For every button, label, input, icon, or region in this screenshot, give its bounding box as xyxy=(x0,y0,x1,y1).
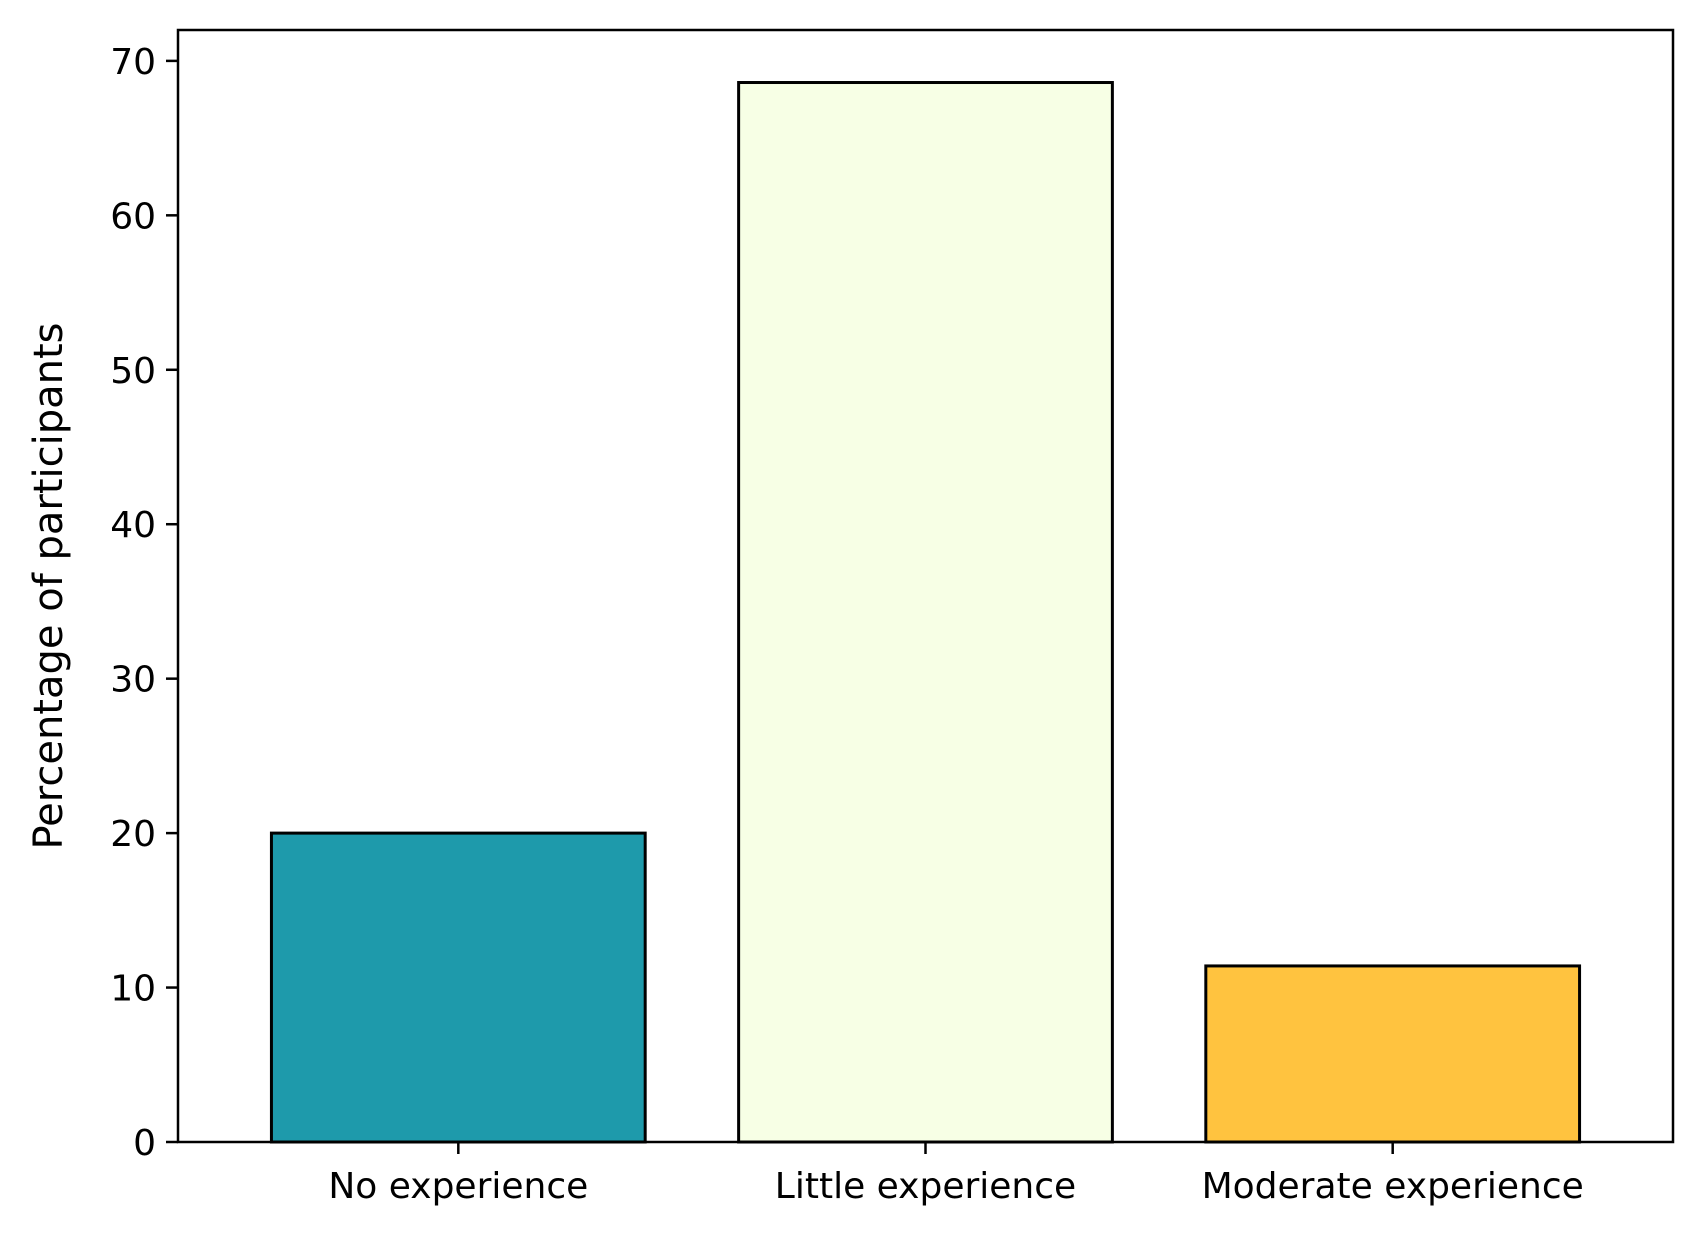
x-tick-label: Moderate experience xyxy=(1202,1166,1584,1207)
y-axis-title: Percentage of participants xyxy=(26,322,72,849)
y-axis: 0 10 20 30 40 50 60 70 xyxy=(110,42,178,1164)
plot-frame xyxy=(176,28,1675,1144)
bar-little-experience xyxy=(737,81,1114,1144)
bars-group xyxy=(269,81,1582,1144)
y-tick-label: 70 xyxy=(110,42,156,83)
y-tick-label: 50 xyxy=(110,351,156,392)
bar-moderate-experience xyxy=(1204,964,1582,1144)
y-tick-label: 30 xyxy=(110,660,156,701)
bar-no-experience xyxy=(269,831,647,1144)
x-axis: No experience Little experience Moderate e… xyxy=(328,1142,1584,1207)
y-tick-label: 0 xyxy=(133,1123,156,1164)
y-tick-label: 10 xyxy=(110,969,156,1010)
x-tick-label: Little experience xyxy=(775,1166,1076,1207)
x-tick-label: No experience xyxy=(328,1166,588,1207)
y-tick-label: 20 xyxy=(110,814,156,855)
y-tick-label: 40 xyxy=(110,505,156,546)
y-tick-label: 60 xyxy=(110,196,156,237)
